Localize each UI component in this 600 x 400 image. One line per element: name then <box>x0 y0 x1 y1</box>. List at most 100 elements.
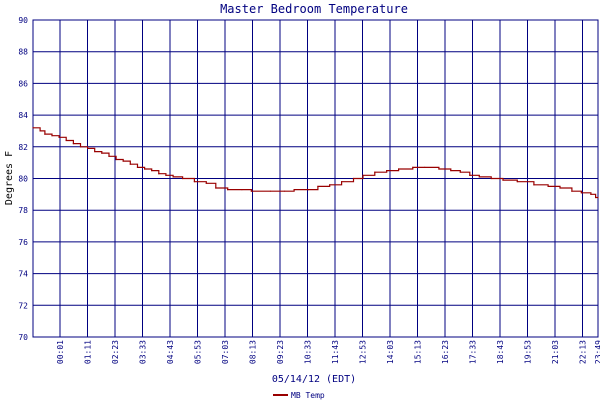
x-tick-label: 17:33 <box>469 340 478 364</box>
data-point <box>205 182 207 184</box>
data-point <box>516 181 518 183</box>
legend-label: MB Temp <box>291 391 325 400</box>
data-point <box>143 168 146 170</box>
x-tick-label: 05:53 <box>194 340 203 364</box>
data-point <box>490 177 492 180</box>
grid-layer <box>32 19 599 338</box>
data-point <box>241 188 243 191</box>
y-tick-label: 86 <box>18 79 28 88</box>
x-tick-label: 21:03 <box>551 340 560 364</box>
data-point <box>94 150 96 153</box>
y-tick-label: 74 <box>18 270 28 279</box>
data-point <box>122 160 124 162</box>
data-point <box>193 181 196 183</box>
data-point <box>129 163 131 165</box>
x-tick-label: 02:23 <box>111 340 120 364</box>
data-point <box>478 176 480 178</box>
x-tick-label: 01:11 <box>84 340 93 364</box>
y-tick-label: 80 <box>18 175 28 184</box>
data-point <box>317 185 319 188</box>
data-point <box>595 196 597 199</box>
data-point <box>438 168 440 170</box>
x-tick-label: 19:53 <box>524 340 533 364</box>
x-tick-label: 10:33 <box>304 340 313 364</box>
data-point <box>151 169 153 172</box>
data-point <box>269 190 271 192</box>
data-point <box>329 184 331 186</box>
x-tick-label: 09:23 <box>276 340 285 364</box>
x-tick-label: 03:33 <box>139 340 148 364</box>
x-tick-label: 04:43 <box>166 340 175 364</box>
data-point <box>165 174 167 176</box>
data-point <box>115 158 117 161</box>
y-tick-label: 90 <box>18 16 28 25</box>
x-tick-label: 23:49 <box>594 340 600 364</box>
data-point <box>215 187 217 189</box>
data-point <box>58 136 60 138</box>
data-point <box>79 146 82 148</box>
data-point <box>284 190 286 192</box>
data-point <box>101 152 103 154</box>
y-tick-label: 72 <box>18 301 28 310</box>
data-point <box>51 135 53 137</box>
axis-layer: 70 72 74 76 78 80 82 84 86 88 90 00:01 01:11 02:23 03:… <box>18 16 600 364</box>
x-tick-label: 15:13 <box>414 340 423 364</box>
data-point <box>32 127 34 129</box>
y-tick-label: 82 <box>18 143 28 152</box>
data-point <box>590 193 592 195</box>
data-point <box>533 184 535 186</box>
data-point <box>547 185 549 188</box>
y-tick-label: 88 <box>18 48 28 57</box>
data-point <box>559 187 561 189</box>
data-point <box>597 196 599 199</box>
x-tick-label: 00:01 <box>56 340 65 364</box>
plot-layer <box>32 127 599 199</box>
data-point <box>386 169 388 172</box>
data-point <box>72 143 74 145</box>
x-tick-label: 07:03 <box>221 340 230 364</box>
y-axis-label: Degrees F <box>4 151 15 205</box>
data-point <box>136 166 139 169</box>
x-axis-label: 05/14/12 (EDT) <box>272 374 356 385</box>
data-point <box>450 169 452 172</box>
data-point <box>87 147 89 149</box>
data-point <box>293 188 295 191</box>
data-point <box>65 139 67 142</box>
data-point <box>362 174 364 176</box>
data-point <box>424 166 426 169</box>
data-point <box>412 166 414 169</box>
data-point <box>397 168 400 170</box>
data-point <box>580 192 582 194</box>
y-tick-label: 84 <box>18 111 28 120</box>
data-point <box>374 171 376 173</box>
data-point <box>108 155 110 157</box>
x-tick-label: 11:43 <box>331 340 340 364</box>
x-tick-label: 14:03 <box>386 340 395 364</box>
data-point <box>44 133 46 135</box>
x-tick-label: 12:53 <box>359 340 368 364</box>
data-point <box>469 174 471 176</box>
chart-title: Master Bedroom Temperature <box>220 2 408 16</box>
data-point <box>172 176 174 178</box>
data-point <box>250 190 253 192</box>
data-point <box>39 130 41 132</box>
data-point <box>181 177 184 180</box>
x-tick-label: 08:13 <box>249 340 258 364</box>
x-tick-label: 22:13 <box>579 340 588 364</box>
data-point <box>307 188 309 191</box>
y-tick-label: 76 <box>18 238 28 247</box>
data-point <box>459 171 461 173</box>
y-tick-label: 70 <box>18 333 28 342</box>
data-point <box>158 173 160 175</box>
x-tick-label: 18:43 <box>496 340 505 364</box>
data-point <box>502 179 504 181</box>
legend: MB Temp <box>273 391 325 400</box>
data-point <box>352 177 355 180</box>
data-point <box>341 181 343 183</box>
data-point <box>227 188 229 191</box>
y-tick-label: 78 <box>18 206 28 215</box>
data-point <box>571 190 573 192</box>
x-tick-label: 16:23 <box>441 340 450 364</box>
